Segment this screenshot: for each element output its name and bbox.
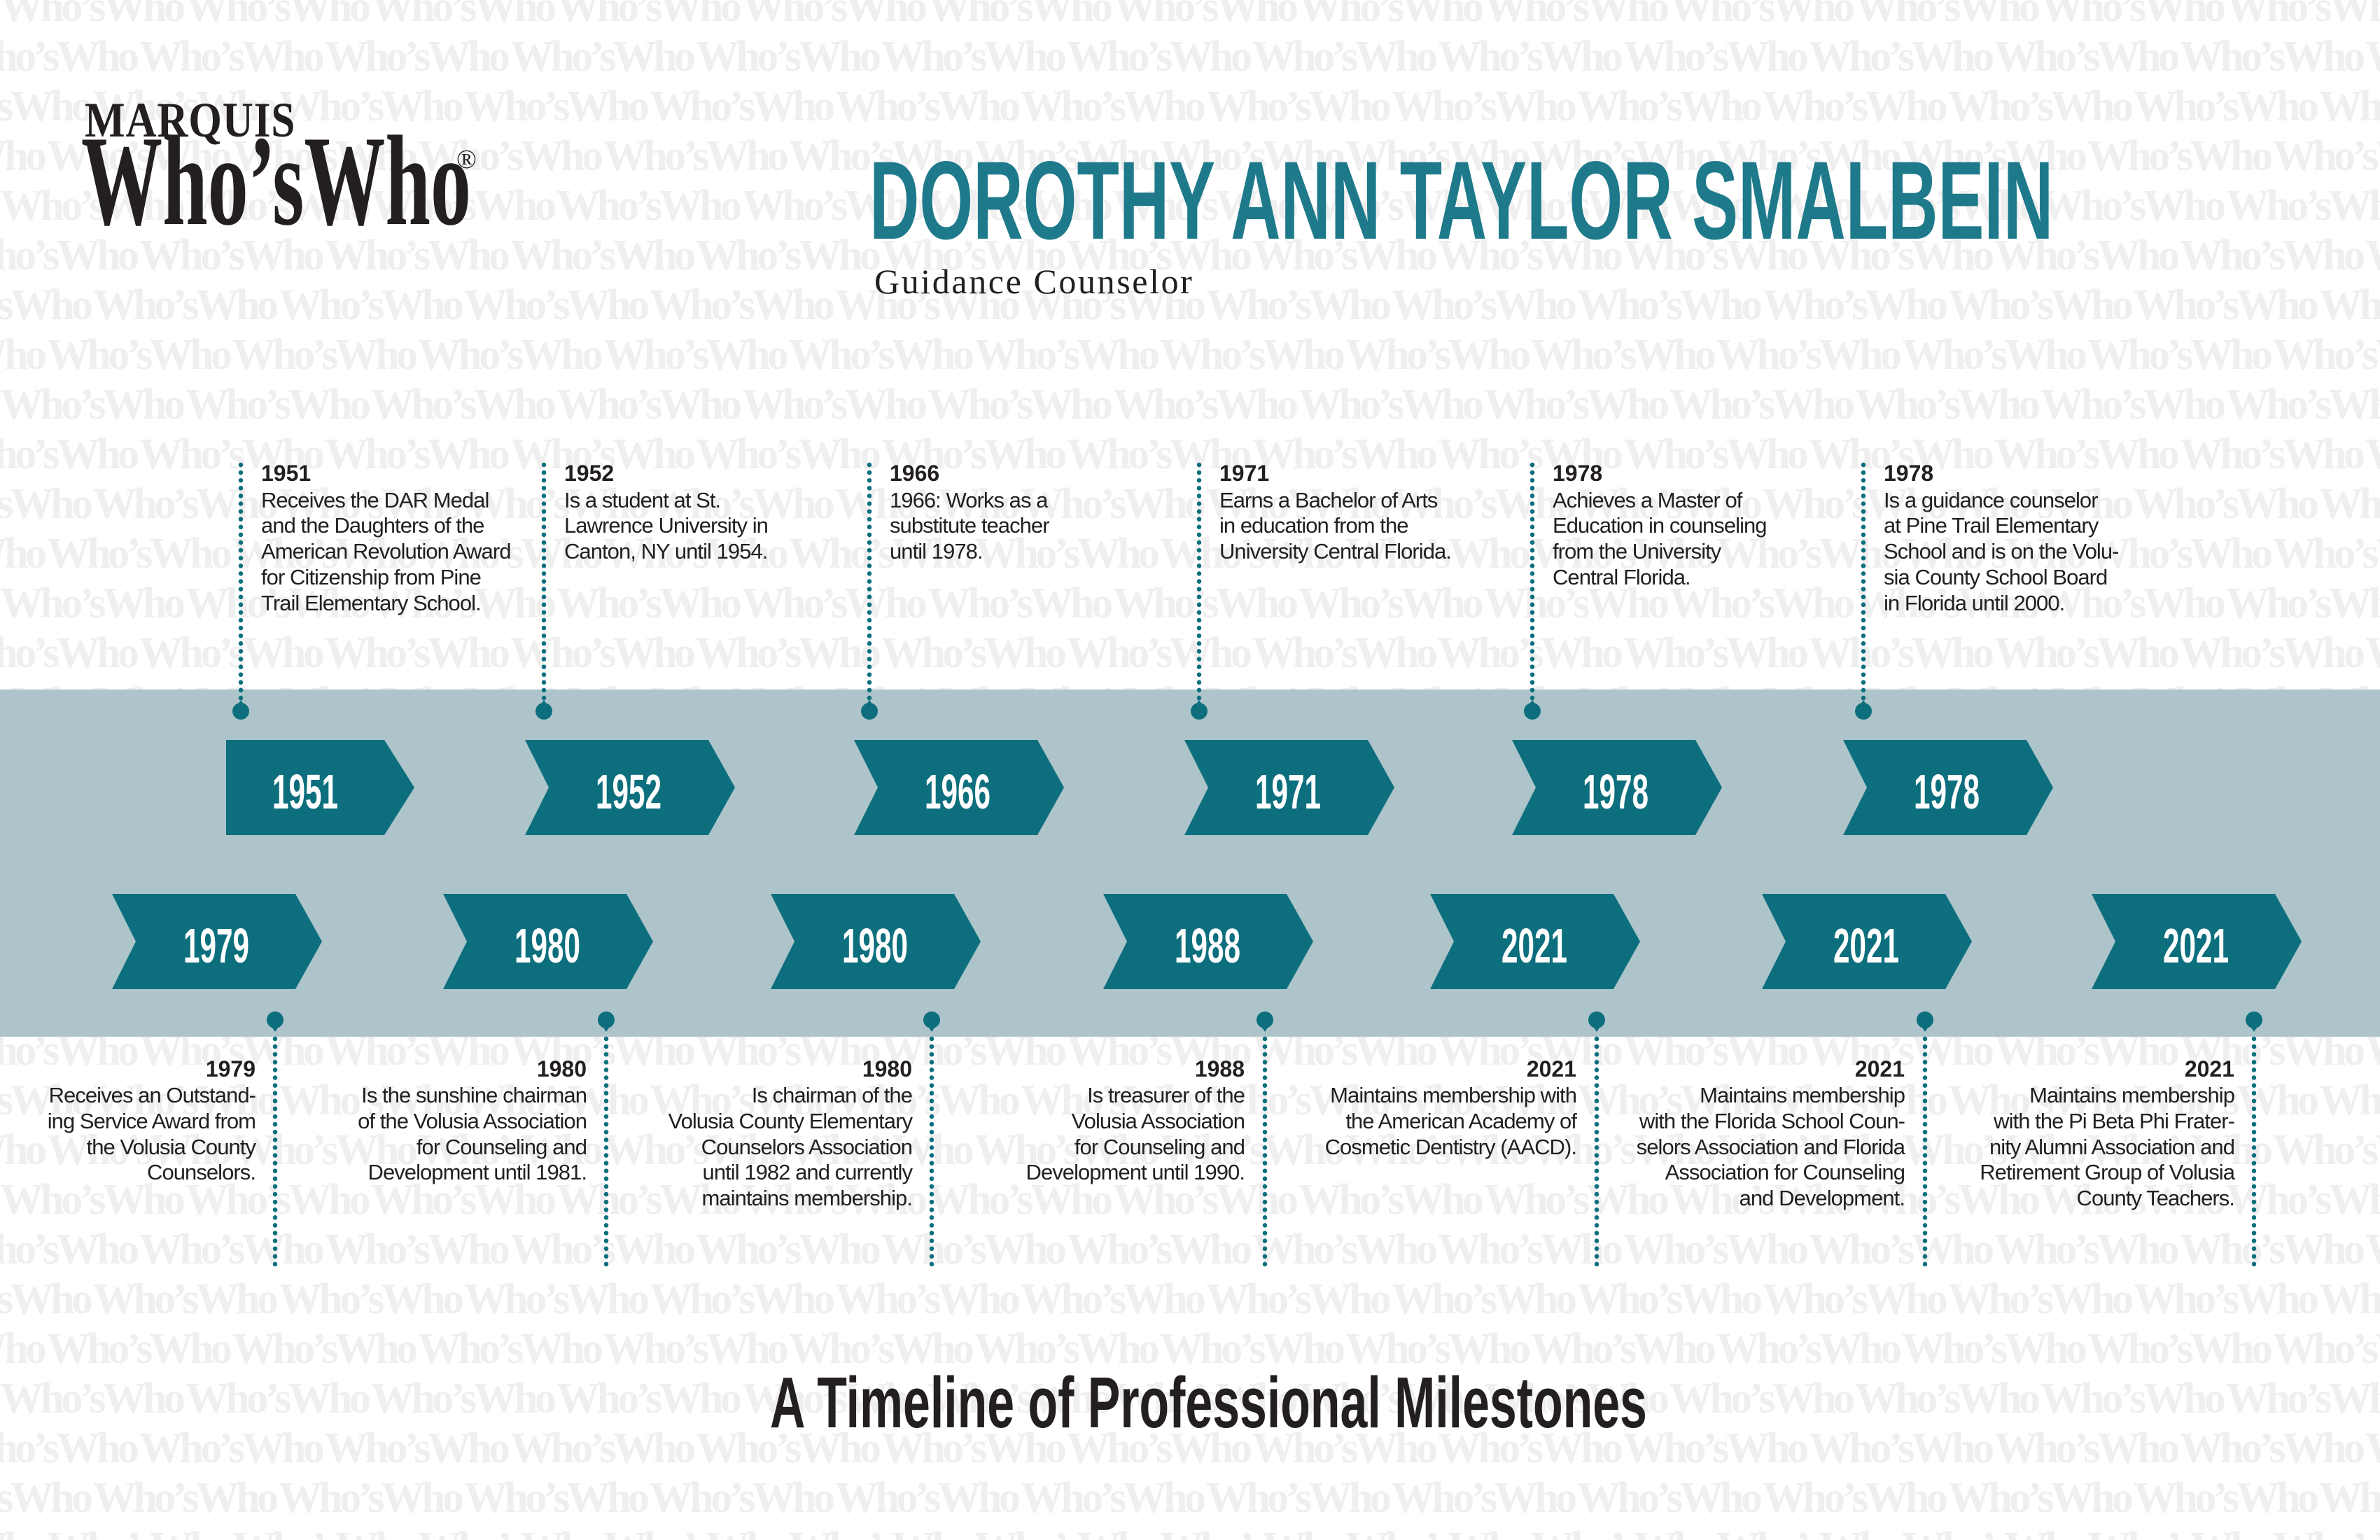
svg-text:1966: 1966 [925, 764, 990, 819]
svg-text:2021: 2021 [2163, 918, 2229, 973]
svg-text:2021: 2021 [1502, 918, 1567, 973]
svg-text:1980: 1980 [842, 918, 908, 973]
svg-text:2021: 2021 [1833, 918, 1899, 973]
svg-text:1980: 1980 [514, 918, 580, 973]
svg-text:1971: 1971 [1255, 764, 1321, 819]
svg-text:1979: 1979 [183, 918, 249, 973]
svg-text:1988: 1988 [1175, 918, 1240, 973]
svg-text:1951: 1951 [272, 764, 338, 819]
svg-text:1952: 1952 [596, 764, 662, 819]
svg-text:1978: 1978 [1914, 764, 1980, 819]
svg-text:1978: 1978 [1583, 764, 1648, 819]
